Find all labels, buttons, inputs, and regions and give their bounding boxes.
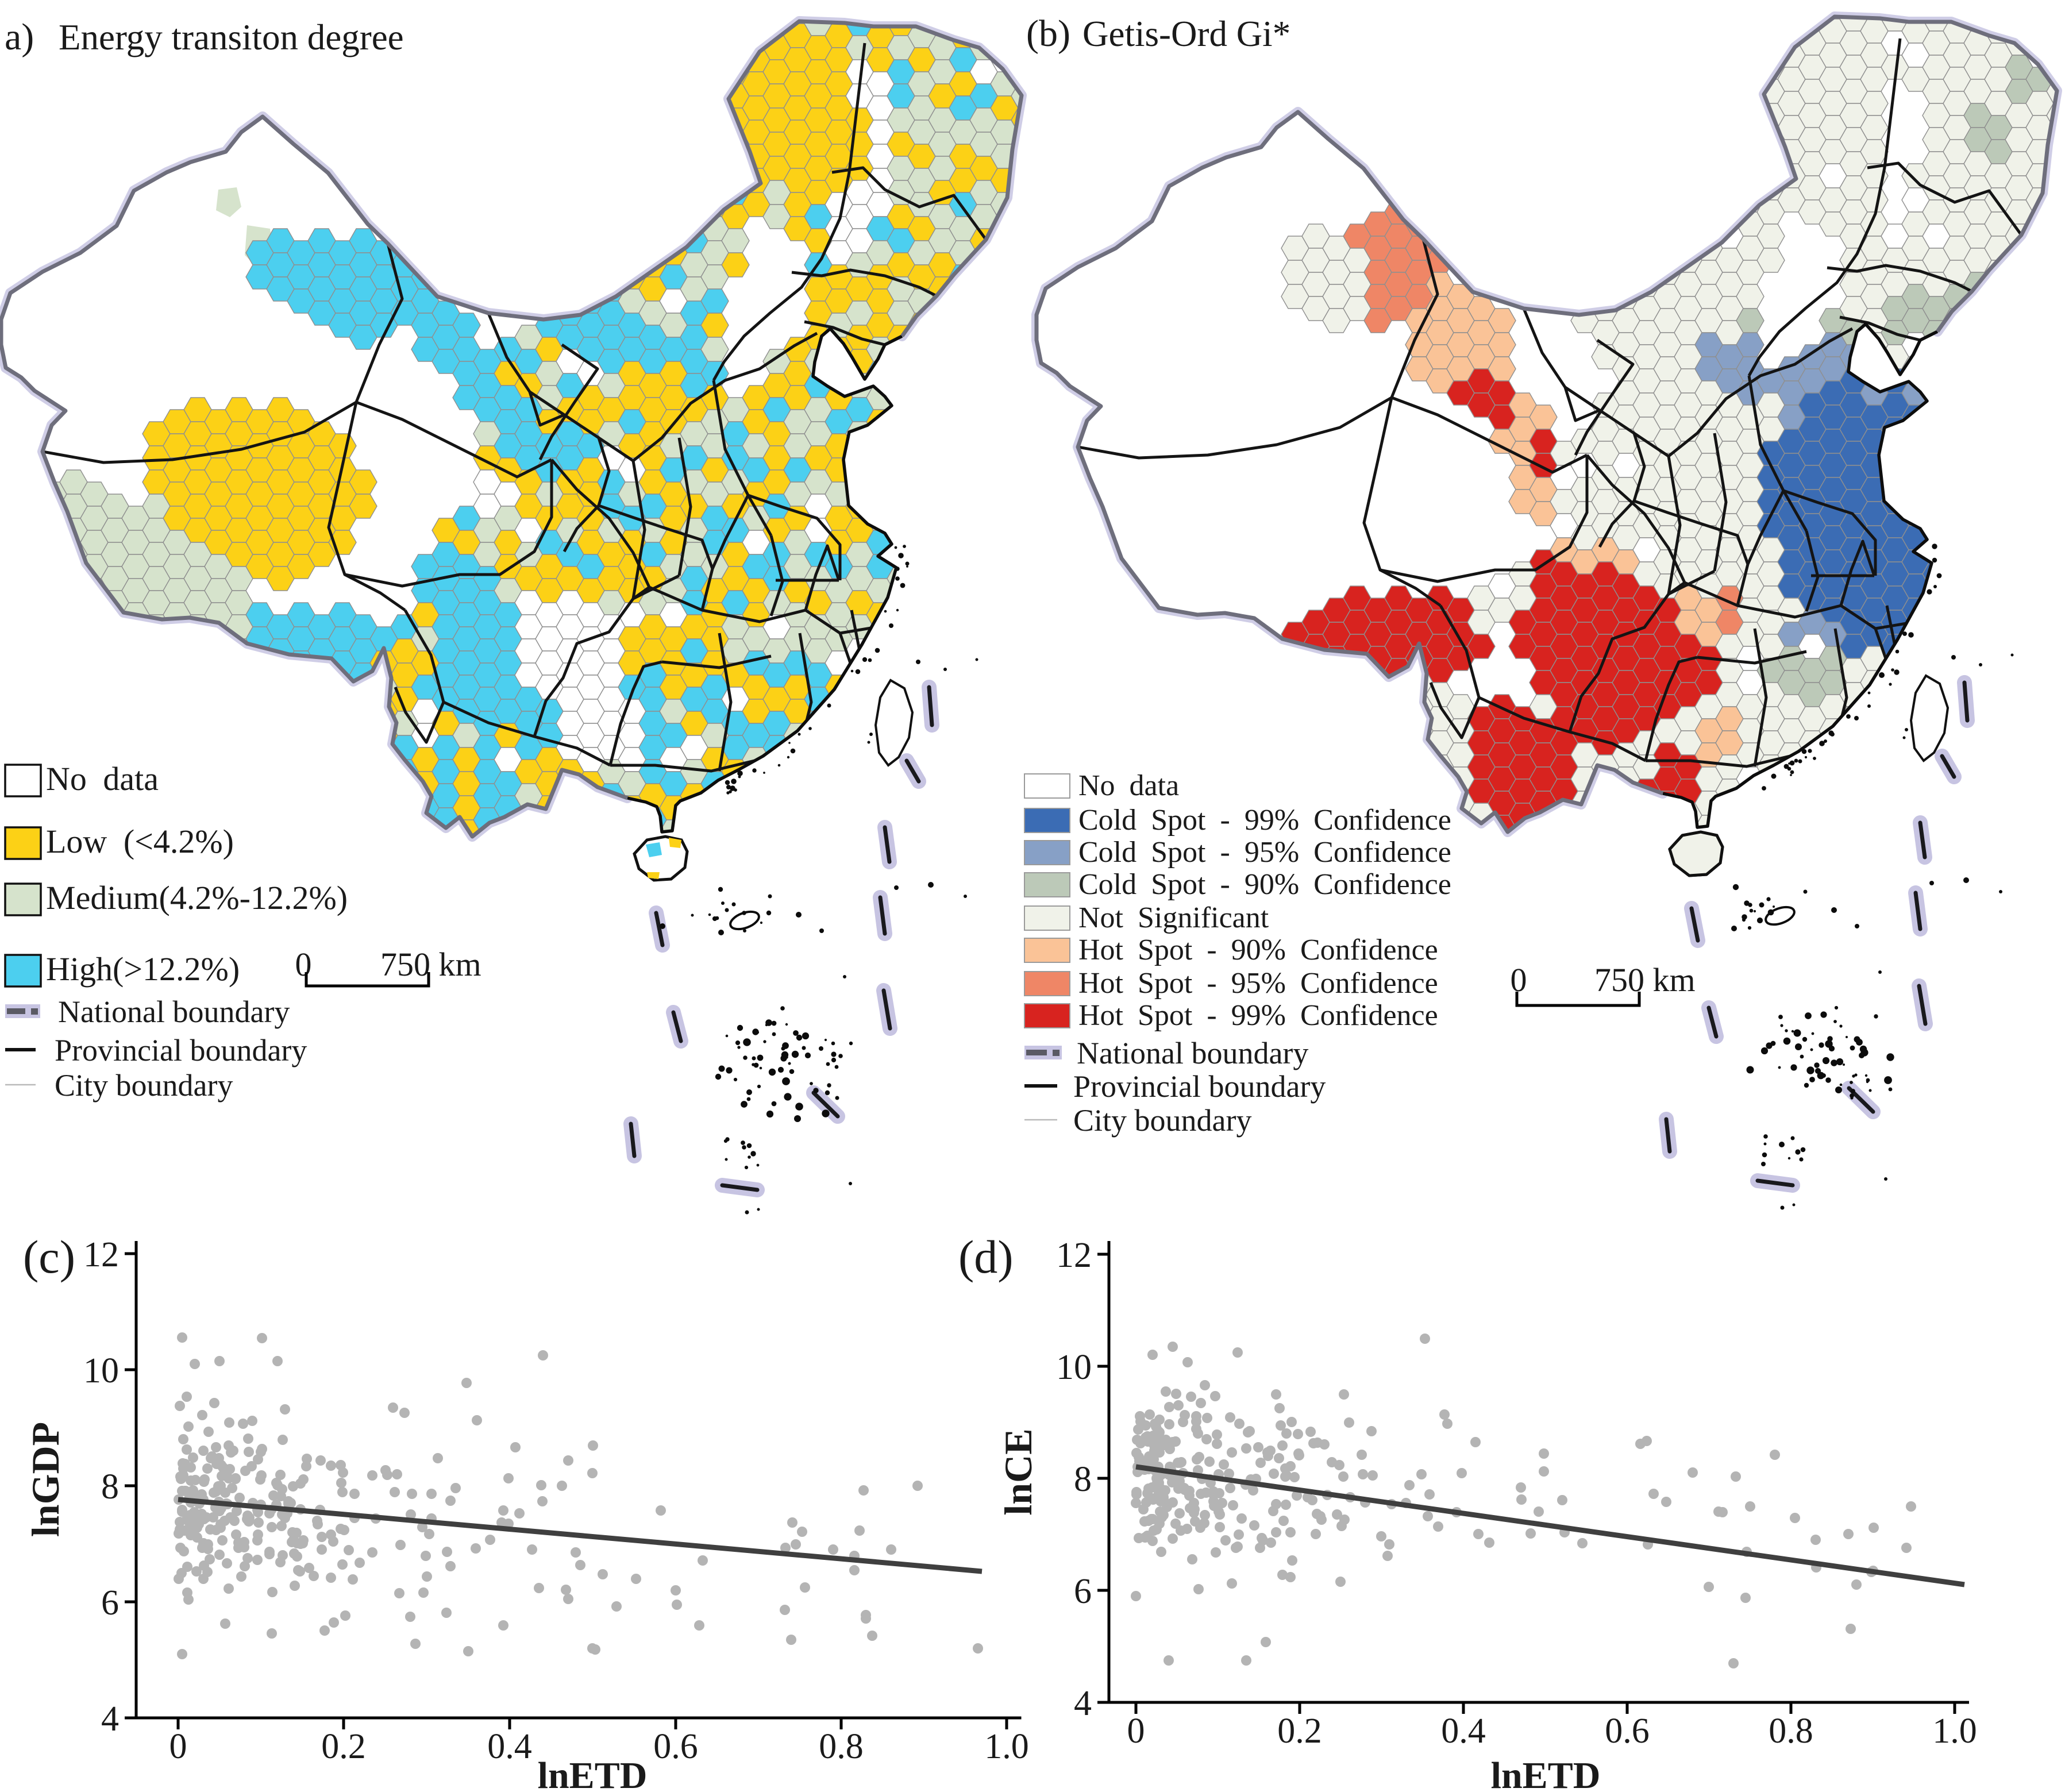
svg-text:(d): (d) — [958, 1231, 1014, 1283]
svg-text:High(>12.2%): High(>12.2%) — [46, 950, 240, 988]
svg-text:0: 0 — [169, 1727, 187, 1766]
svg-text:Getis-Ord Gi*: Getis-Ord Gi* — [1082, 14, 1290, 54]
svg-text:0.8: 0.8 — [819, 1727, 864, 1766]
svg-text:Provincial boundary: Provincial boundary — [1073, 1069, 1326, 1104]
svg-text:Provincial boundary: Provincial boundary — [55, 1033, 307, 1068]
svg-text:Hot Spot - 99% Confidence: Hot Spot - 99% Confidence — [1078, 999, 1438, 1032]
svg-text:lnGDP: lnGDP — [24, 1422, 67, 1537]
svg-text:Not Significant: Not Significant — [1078, 901, 1269, 934]
svg-text:6: 6 — [101, 1583, 119, 1623]
svg-text:City boundary: City boundary — [55, 1068, 233, 1103]
svg-text:a): a) — [5, 16, 34, 58]
svg-text:750 km: 750 km — [1594, 961, 1696, 999]
svg-text:0.2: 0.2 — [1277, 1712, 1322, 1751]
svg-text:1.0: 1.0 — [984, 1727, 1029, 1766]
svg-text:No data: No data — [1078, 769, 1179, 802]
svg-text:National boundary: National boundary — [1077, 1036, 1308, 1070]
svg-text:0: 0 — [295, 946, 312, 983]
svg-text:City boundary: City boundary — [1073, 1103, 1251, 1138]
svg-text:Cold Spot - 90% Confidence: Cold Spot - 90% Confidence — [1078, 868, 1451, 901]
svg-text:1.0: 1.0 — [1932, 1712, 1977, 1751]
svg-text:750 km: 750 km — [380, 946, 481, 983]
svg-text:(c): (c) — [23, 1231, 75, 1283]
svg-text:8: 8 — [1074, 1460, 1092, 1499]
svg-text:8: 8 — [101, 1467, 119, 1506]
svg-text:Cold Spot - 99% Confidence: Cold Spot - 99% Confidence — [1078, 804, 1451, 837]
svg-text:0.6: 0.6 — [653, 1727, 698, 1766]
svg-text:(b): (b) — [1026, 13, 1070, 55]
svg-text:0.8: 0.8 — [1769, 1712, 1813, 1751]
svg-text:lnETD: lnETD — [538, 1755, 648, 1792]
svg-text:6: 6 — [1074, 1572, 1092, 1611]
svg-text:Medium(4.2%-12.2%): Medium(4.2%-12.2%) — [46, 879, 348, 916]
svg-text:lnCE: lnCE — [996, 1428, 1040, 1515]
svg-text:10: 10 — [1056, 1348, 1092, 1387]
svg-text:4: 4 — [101, 1699, 119, 1739]
svg-text:0.4: 0.4 — [487, 1727, 532, 1766]
svg-text:0.6: 0.6 — [1605, 1712, 1650, 1751]
svg-text:4: 4 — [1074, 1684, 1092, 1723]
svg-text:National boundary: National boundary — [58, 995, 290, 1029]
svg-text:Energy transiton degree: Energy transiton degree — [59, 17, 404, 57]
svg-text:lnETD: lnETD — [1491, 1755, 1601, 1792]
svg-text:Hot Spot - 90% Confidence: Hot Spot - 90% Confidence — [1078, 934, 1438, 966]
svg-text:10: 10 — [83, 1351, 119, 1390]
svg-text:0.2: 0.2 — [321, 1727, 366, 1766]
svg-text:Hot Spot - 95% Confidence: Hot Spot - 95% Confidence — [1078, 967, 1438, 1000]
svg-text:12: 12 — [1056, 1236, 1092, 1275]
svg-text:0.4: 0.4 — [1441, 1712, 1486, 1751]
svg-text:0: 0 — [1127, 1712, 1145, 1751]
svg-text:Cold Spot - 95% Confidence: Cold Spot - 95% Confidence — [1078, 836, 1451, 869]
svg-text:No data: No data — [46, 760, 159, 797]
svg-text:12: 12 — [83, 1235, 119, 1274]
svg-text:0: 0 — [1511, 961, 1527, 999]
svg-text:Low (<4.2%): Low (<4.2%) — [46, 823, 234, 860]
